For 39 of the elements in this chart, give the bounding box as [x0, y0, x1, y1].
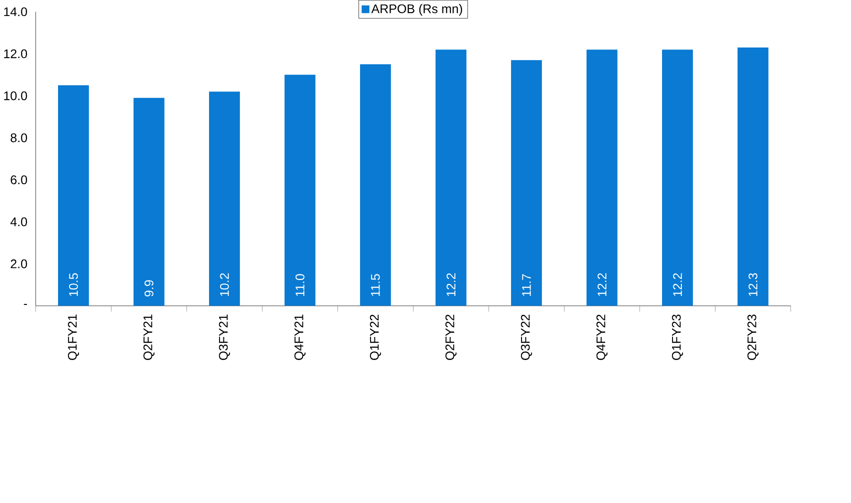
- data-label: 12.3: [748, 273, 758, 296]
- x-tick-label: Q4FY22: [596, 314, 608, 360]
- y-tick-label: 14.0: [4, 7, 28, 16]
- data-label: 12.2: [673, 273, 682, 296]
- y-tick-label: 10.0: [4, 91, 28, 100]
- x-tick-label: Q1FY22: [370, 314, 382, 360]
- data-label: 9.9: [144, 280, 154, 296]
- bar: [738, 47, 768, 306]
- legend-label: ARPOB (Rs mn): [371, 4, 462, 16]
- bar: [436, 49, 466, 306]
- data-label: 10.2: [220, 273, 229, 296]
- y-tick-label: 12.0: [4, 49, 28, 58]
- x-tick-label: Q3FY21: [218, 314, 230, 360]
- data-label: 11.5: [371, 274, 380, 296]
- bar: [209, 91, 240, 306]
- data-label: 11.0: [296, 274, 304, 296]
- y-tick-label: 2.0: [10, 259, 28, 268]
- data-label: 12.2: [446, 273, 456, 296]
- bar: [586, 49, 618, 306]
- data-label: 11.7: [522, 274, 531, 296]
- bar: [134, 98, 164, 306]
- bar: [360, 64, 391, 306]
- x-tick-label: Q2FY23: [747, 314, 759, 360]
- bar: [662, 49, 693, 306]
- y-tick-label: -: [24, 304, 27, 305]
- y-tick-label: 8.0: [10, 133, 28, 142]
- y-tick-label: 4.0: [10, 217, 28, 226]
- x-tick-label: Q2FY21: [143, 314, 155, 360]
- x-tick-label: Q4FY21: [294, 314, 306, 360]
- bar: [284, 74, 316, 306]
- x-tick-label: Q1FY21: [68, 314, 80, 360]
- x-tick-label: Q3FY22: [520, 314, 532, 360]
- y-tick-label: 6.0: [10, 175, 28, 184]
- bar: [58, 85, 89, 306]
- data-label: 10.5: [69, 273, 78, 296]
- x-tick-label: Q2FY22: [445, 314, 457, 360]
- x-tick-label: Q1FY23: [672, 314, 684, 360]
- data-label: 12.2: [598, 273, 606, 296]
- bar: [511, 60, 542, 306]
